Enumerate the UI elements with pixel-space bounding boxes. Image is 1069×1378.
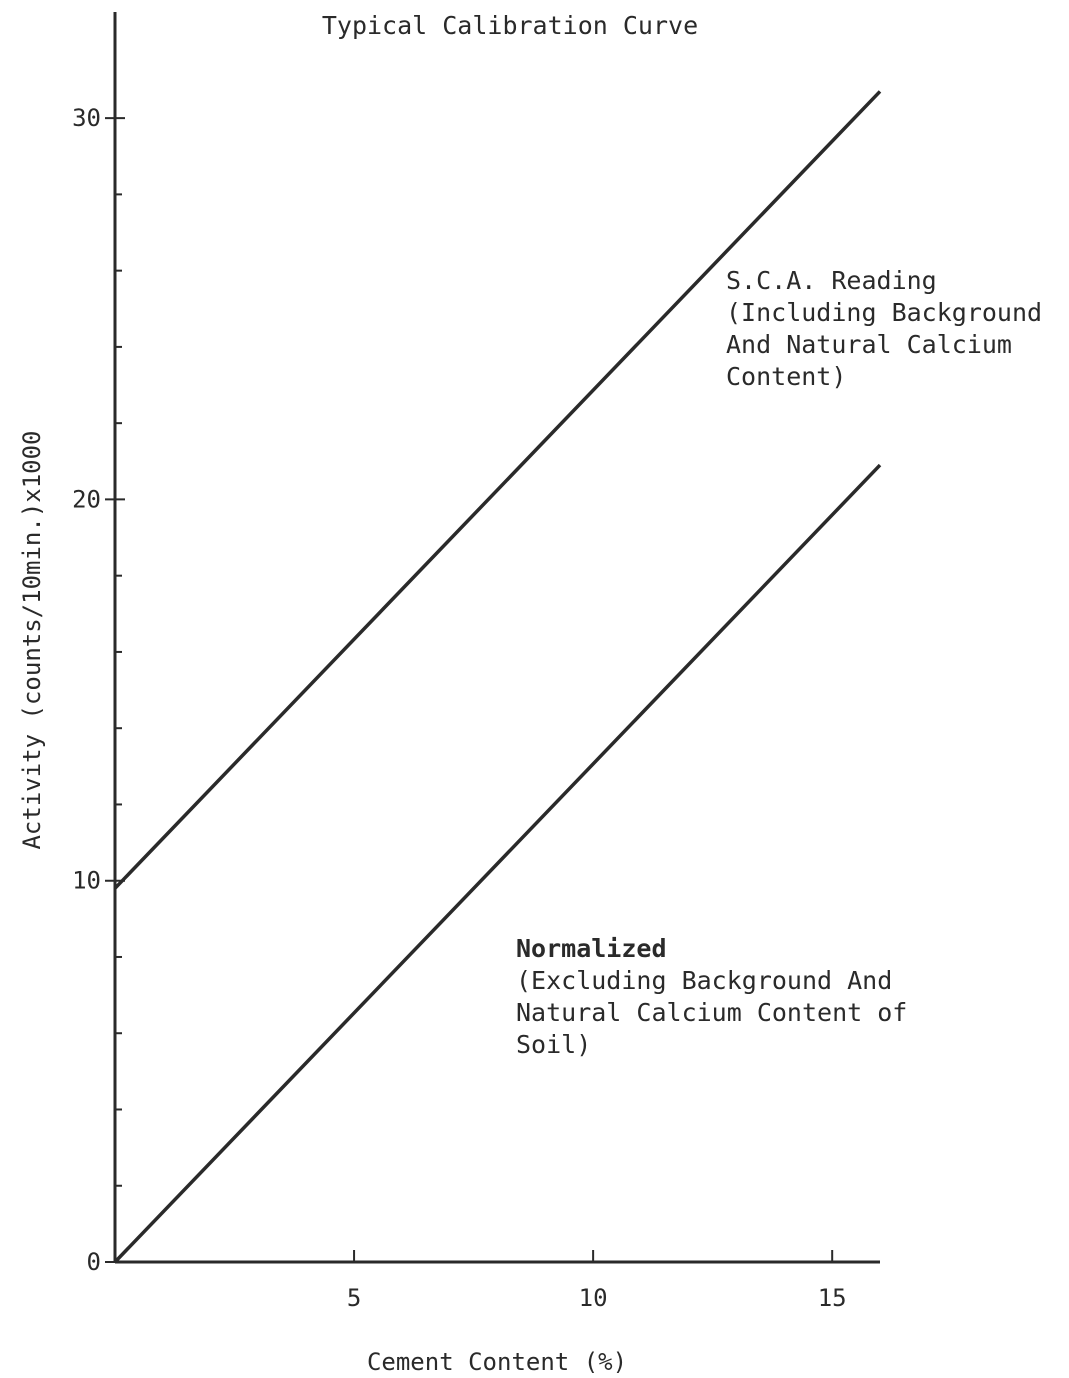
annotation-sca-reading: S.C.A. Reading (Including Background And… — [726, 266, 1057, 391]
chart-title: Typical Calibration Curve — [322, 11, 698, 40]
annotation-sca-line-1: S.C.A. Reading — [726, 266, 937, 295]
annotation-sca-line-2: (Including Background — [726, 298, 1042, 327]
ticks: 0 10 20 30 5 10 15 — [72, 104, 847, 1312]
y-tick-label: 30 — [72, 104, 101, 132]
series-line-normalized — [113, 463, 882, 1264]
axes — [113, 12, 880, 1264]
x-tick-label: 10 — [579, 1284, 608, 1312]
annotation-sca-line-4: Content) — [726, 362, 846, 391]
annotation-normalized-line-3: Natural Calcium Content of — [516, 998, 907, 1027]
annotation-normalized-line-4: Soil) — [516, 1030, 591, 1059]
annotation-normalized: Normalized (Excluding Background And Nat… — [516, 934, 922, 1059]
y-tick-label: 10 — [72, 867, 101, 895]
series-lines — [113, 90, 882, 1264]
series-line-sca-reading — [113, 90, 882, 890]
y-tick-label: 0 — [87, 1248, 101, 1276]
annotation-normalized-line-1: Normalized — [516, 934, 667, 963]
y-axis-label: Activity (counts/10min.)x1000 — [18, 430, 46, 849]
y-tick-label: 20 — [72, 485, 101, 513]
x-tick-label: 5 — [347, 1284, 361, 1312]
x-tick-label: 15 — [818, 1284, 847, 1312]
x-axis-label: Cement Content (%) — [367, 1348, 627, 1376]
annotation-sca-line-3: And Natural Calcium — [726, 330, 1012, 359]
annotation-normalized-line-2: (Excluding Background And — [516, 966, 892, 995]
